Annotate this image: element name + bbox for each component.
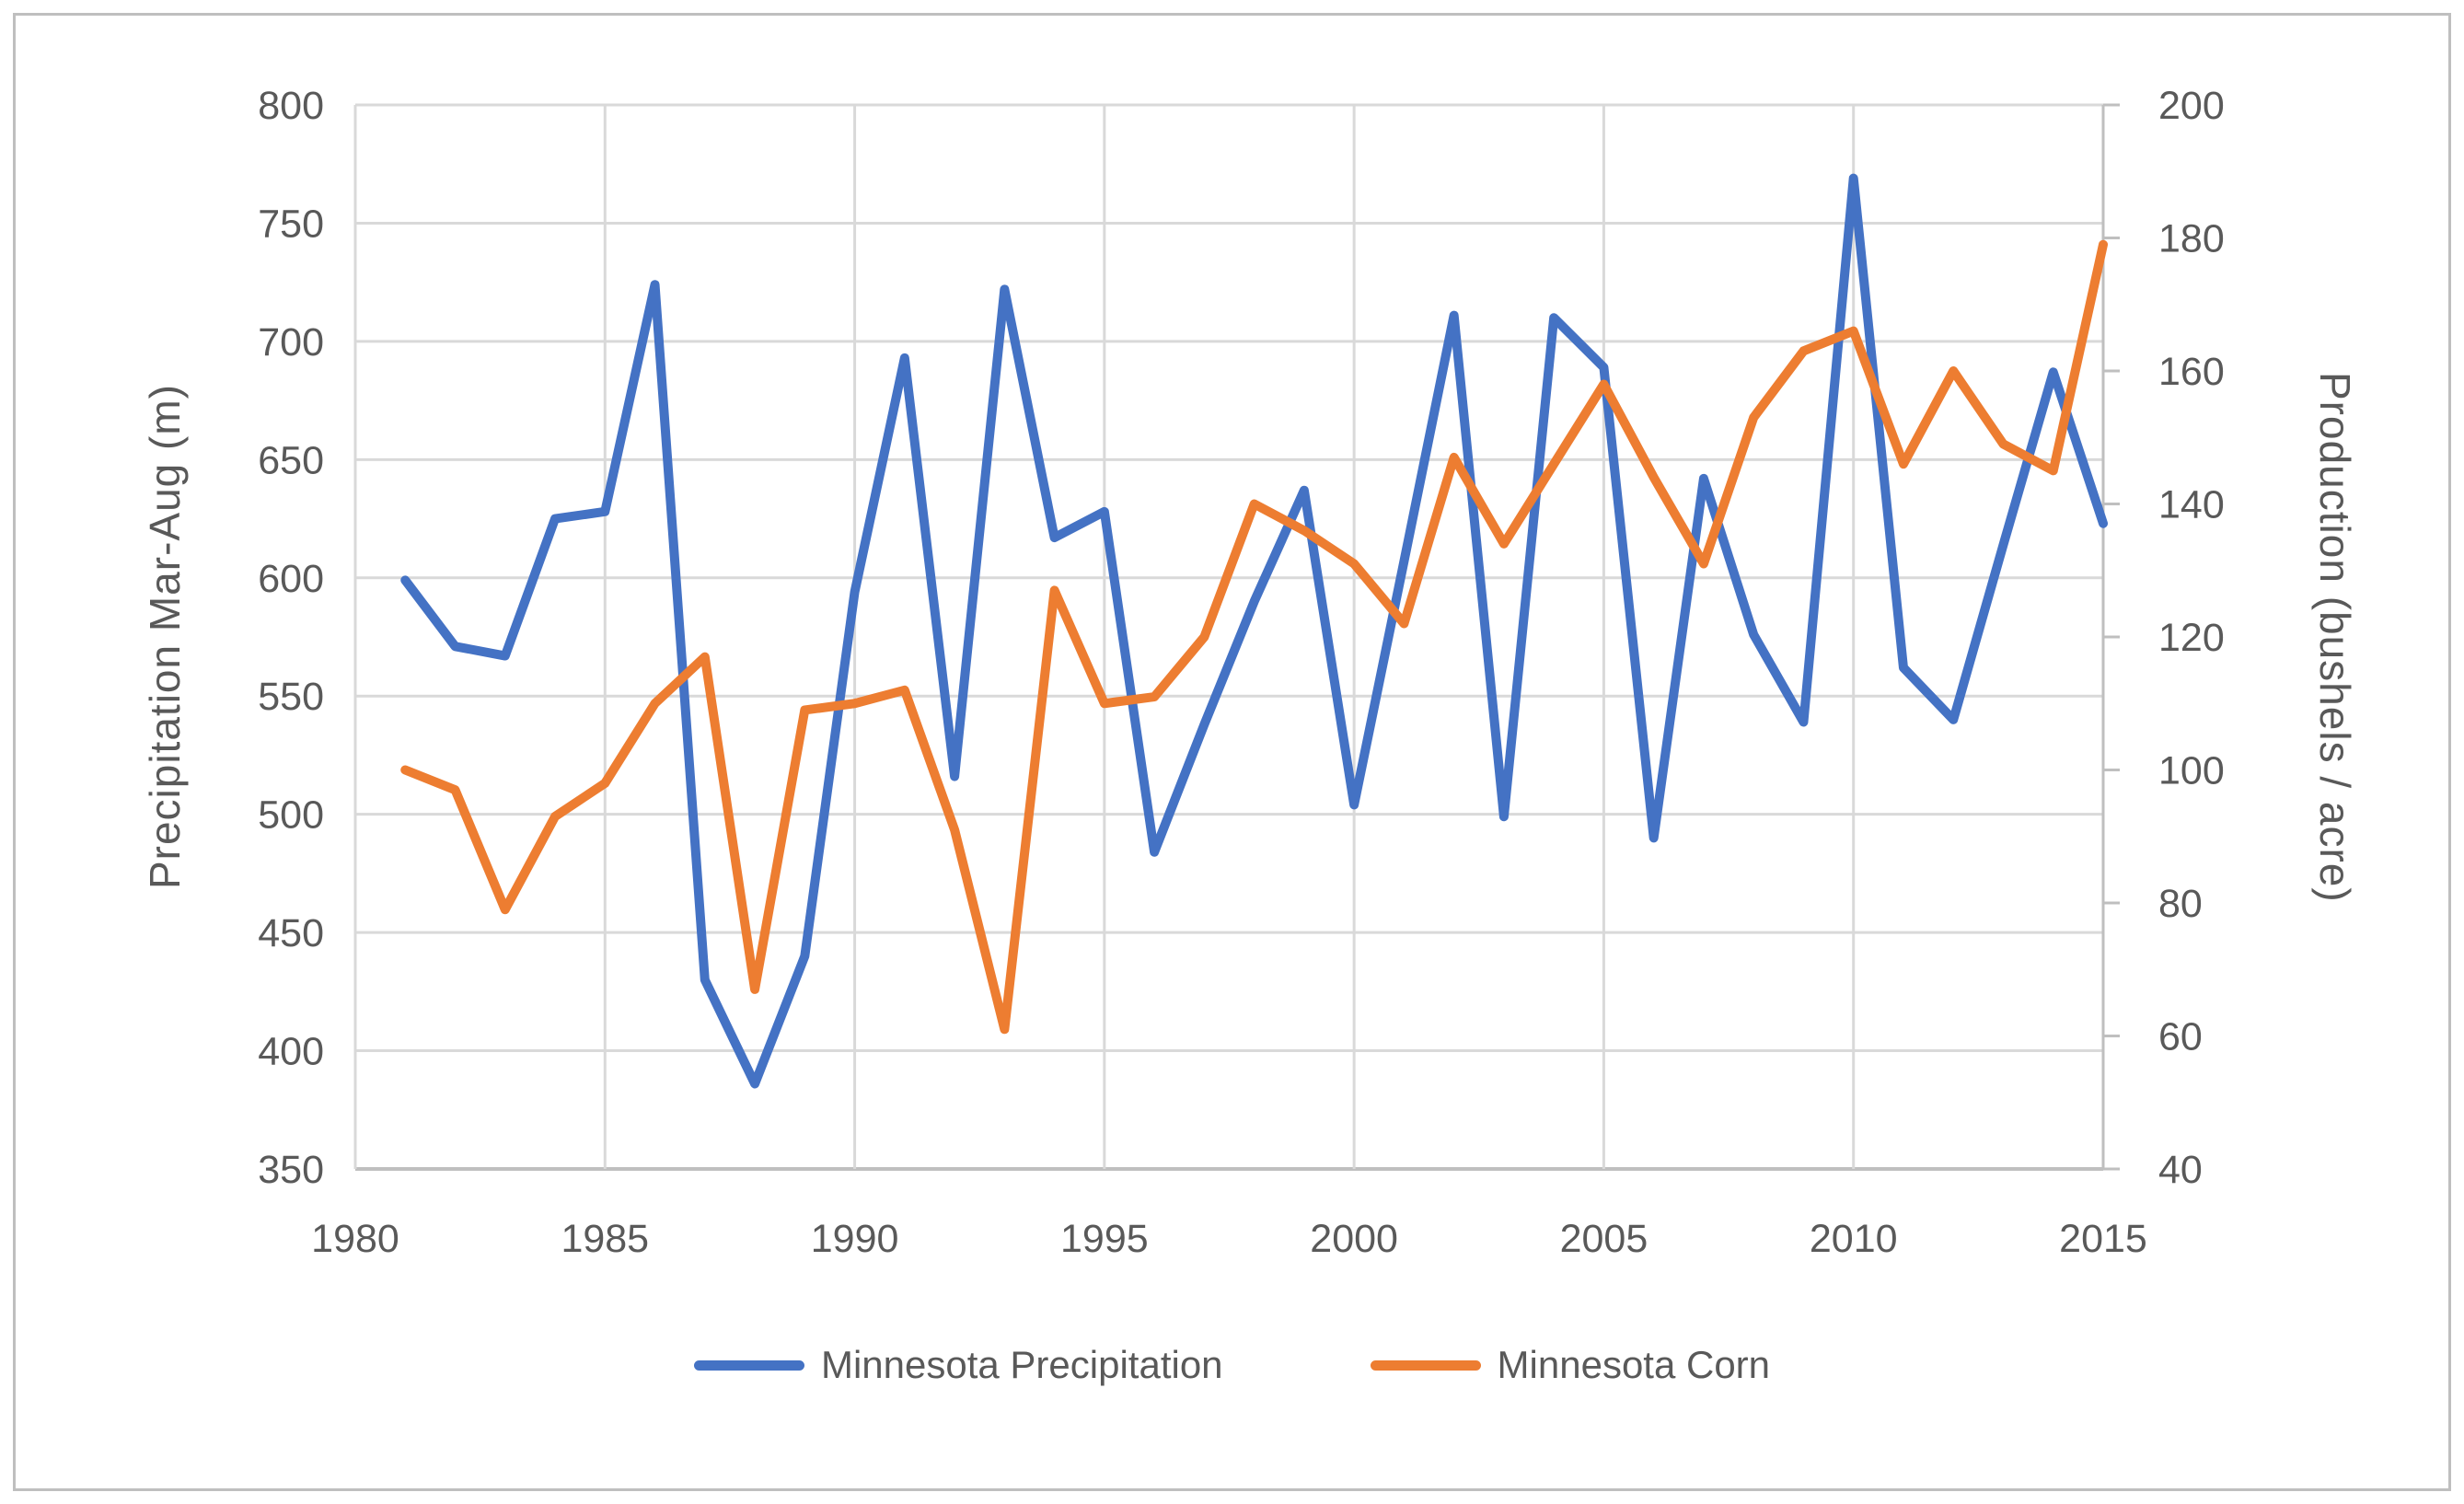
precipitation-line-swatch (693, 1359, 804, 1371)
x-axis-tick-label: 2000 (1310, 1217, 1398, 1261)
legend-label: Minnesota Corn (1497, 1343, 1771, 1386)
left-axis-tick-label: 450 (258, 911, 324, 955)
left-axis-tick-label: 500 (258, 793, 324, 838)
left-axis-tick-label: 750 (258, 202, 324, 246)
x-axis-tick-label: 1995 (1060, 1217, 1149, 1261)
right-axis-tick-label: 160 (2158, 350, 2225, 394)
x-axis-tick-label: 2005 (1560, 1217, 1648, 1261)
left-axis-title: Precipitation Mar-Aug (m) (141, 384, 189, 890)
right-axis-tick-label: 200 (2158, 84, 2225, 128)
legend-label: Minnesota Precipitation (820, 1343, 1223, 1386)
legend-item-corn[interactable]: Minnesota Corn (1370, 1343, 1771, 1387)
right-axis-tick-label: 100 (2158, 749, 2225, 793)
right-axis-tick-label: 120 (2158, 616, 2225, 660)
x-axis-tick-label: 1985 (561, 1217, 649, 1261)
left-axis-tick-label: 700 (258, 320, 324, 364)
series-line-minnesota-precipitation[interactable] (400, 173, 2108, 1089)
corn-line-swatch (1370, 1359, 1481, 1371)
x-axis-tick-label: 1980 (311, 1217, 399, 1261)
left-axis-tick-label: 400 (258, 1030, 324, 1074)
left-axis-tick-label: 650 (258, 438, 324, 482)
legend: Minnesota Precipitation Minnesota Corn (0, 1325, 2464, 1405)
right-axis-tick-label: 180 (2158, 217, 2225, 261)
outer-border (13, 13, 2451, 1491)
right-axis-tick-label: 80 (2158, 882, 2203, 926)
left-axis-tick-label: 800 (258, 84, 324, 128)
right-axis-title: Production (bushels / acre) (2311, 371, 2359, 903)
x-axis-tick-label: 1990 (811, 1217, 899, 1261)
left-axis-tick-label: 550 (258, 675, 324, 719)
series-line-minnesota-corn[interactable] (400, 239, 2108, 1035)
right-axis-tick-label: 140 (2158, 483, 2225, 527)
x-axis-tick-label: 2010 (1810, 1217, 1898, 1261)
right-axis-tick-label: 40 (2158, 1148, 2203, 1192)
right-axis-tick-label: 60 (2158, 1015, 2203, 1059)
left-axis-tick-label: 350 (258, 1148, 324, 1192)
legend-item-precipitation[interactable]: Minnesota Precipitation (693, 1343, 1223, 1387)
x-axis-tick-label: 2015 (2059, 1217, 2147, 1261)
left-axis-tick-label: 600 (258, 557, 324, 601)
